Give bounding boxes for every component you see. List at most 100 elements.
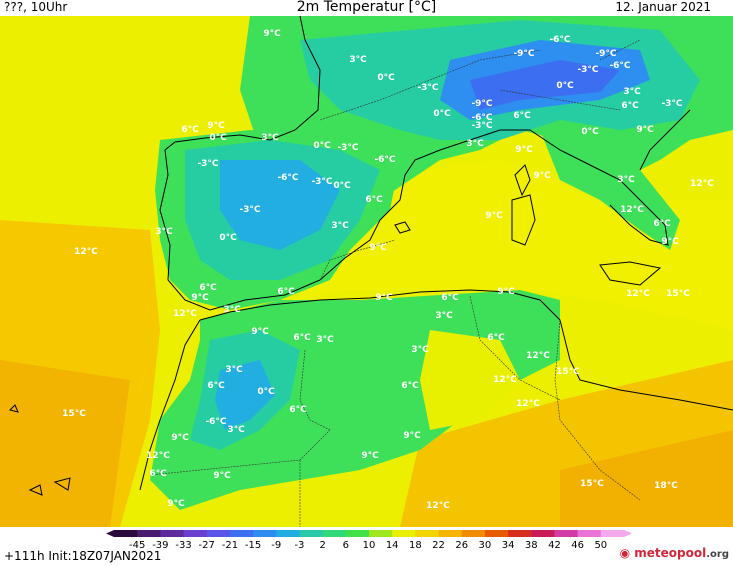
colorbar-swatch [276,530,300,537]
temperature-label: 9°C [191,293,209,303]
colorbar-swatch [554,530,579,537]
colorbar-swatch [183,530,208,537]
temperature-label: 9°C [207,121,225,131]
colorbar-swatch [600,530,625,537]
italy-green-zone [540,130,680,250]
alps-colder-zone [470,60,620,110]
colorbar-tick-label: -15 [245,540,261,549]
colorbar-min-arrow [106,530,114,537]
temperature-label: 12°C [626,289,650,299]
colorbar-tick-label: 30 [479,540,492,549]
temperature-label: 0°C [333,181,351,191]
temperature-label: 6°C [653,219,671,229]
temperature-label: 12°C [690,179,714,189]
temperature-label: 15°C [666,289,690,299]
temperature-label: 6°C [441,293,459,303]
temperature-label: 3°C [617,175,635,185]
colorbar-tick-label: -45 [129,540,145,549]
temperature-labels: 9°C -6°C -9°C -9°C 3°C -3°C -6°C 0°C -3°C 0°C 3°C -… [62,29,714,511]
colorbar-tick-label: 34 [502,540,515,549]
header-bar: ???, 10Uhr 2m Temperatur [°C] 12. Januar… [0,0,733,16]
colorbar-tick-label: -27 [199,540,215,549]
temperature-label: -3°C [417,83,438,93]
colorbar-tick-label: -39 [152,540,168,549]
temperature-label: 3°C [331,221,349,231]
temperature-label: 6°C [289,405,307,415]
colorbar-tick-label: 38 [525,540,538,549]
temperature-label: -9°C [471,99,492,109]
temperature-label: 9°C [375,293,393,303]
temperature-label: 3°C [223,305,241,315]
colorbar-swatch [531,530,555,537]
colorbar-swatch [206,530,231,537]
colorbar-swatch [322,530,347,537]
colorbar-swatch [114,530,138,537]
colorbar-swatch [577,530,602,537]
temperature-label: -6°C [609,61,630,71]
temperature-label: 0°C [257,387,275,397]
colorbar-tick-label: 50 [594,540,607,549]
temperature-label: 6°C [293,333,311,343]
temperature-label: 0°C [581,127,599,137]
temperature-label: 12°C [620,205,644,215]
temperature-label: 15°C [62,409,86,419]
temperature-label: -9°C [595,49,616,59]
colorbar-tick-label: 26 [455,540,468,549]
temperature-label: -6°C [549,35,570,45]
temperature-label: 15°C [556,367,580,377]
map-title: 2m Temperatur [°C] [296,0,437,15]
temperature-label: 9°C [403,431,421,441]
temperature-label: -3°C [239,205,260,215]
brand-suffix: .org [706,549,729,560]
temperature-label: 0°C [209,133,227,143]
temperature-label: 3°C [349,55,367,65]
country-borders [149,39,641,527]
colorbar-tick-label: -33 [175,540,191,549]
colorbar-tick-label: 46 [571,540,584,549]
temperature-label: 3°C [623,87,641,97]
colorbar-tick-label: 2 [319,540,325,549]
colorbar-tick-label: -21 [222,540,238,549]
forecast-date: 12. Januar 2021 [615,0,711,14]
temperature-label: 12°C [146,451,170,461]
temperature-label: 3°C [261,133,279,143]
temperature-label: 0°C [219,233,237,243]
sahara-hot-zone [560,430,733,527]
colorbar-swatch [253,530,277,537]
colorbar-swatch [369,530,393,537]
colorbar-swatch [299,530,324,537]
model-run-info: +111h Init:18Z07JAN2021 [4,549,162,563]
temperature-label: 9°C [636,125,654,135]
footer-bar: -45 -39 -33 -27 -21 -15 -9 -3 2 6 10 14 18 22 26 30 34 38… [0,527,733,566]
colorbar-swatch [160,530,185,537]
temperature-label: -9°C [513,49,534,59]
temperature-label: 6°C [487,333,505,343]
temperature-label: 9°C [171,433,189,443]
colorbar-tick-label: 18 [409,540,422,549]
temperature-label: 9°C [661,237,679,247]
temperature-label: 3°C [225,365,243,375]
coastlines [9,16,733,496]
temperature-map: 9°C -6°C -9°C -9°C 3°C -3°C -6°C 0°C -3°C 0°C 3°C -… [0,16,733,527]
colorbar-swatch [508,530,532,537]
atlas-blue-zone [215,360,275,430]
temperature-label: 6°C [207,381,225,391]
colorbar-tick-label: 10 [363,540,376,549]
temperature-label: -6°C [277,173,298,183]
colorbar-tick-label: 6 [343,540,349,549]
brand-logo[interactable]: ◉ meteopool.org [620,546,729,560]
colorbar-swatch [438,530,463,537]
temperature-label: -6°C [374,155,395,165]
atlantic-warm-south [0,360,130,527]
temperature-label: -3°C [471,121,492,131]
temperature-label: 9°C [497,287,515,297]
temperature-label: 9°C [361,451,379,461]
temperature-label: 0°C [377,73,395,83]
temperature-label: 6°C [401,381,419,391]
colorbar-tick-label: -3 [294,540,304,549]
temperature-label: 3°C [435,311,453,321]
temperature-label: 9°C [369,243,387,253]
colorbar-tick-label: -9 [271,540,281,549]
temperature-label: 6°C [277,287,295,297]
